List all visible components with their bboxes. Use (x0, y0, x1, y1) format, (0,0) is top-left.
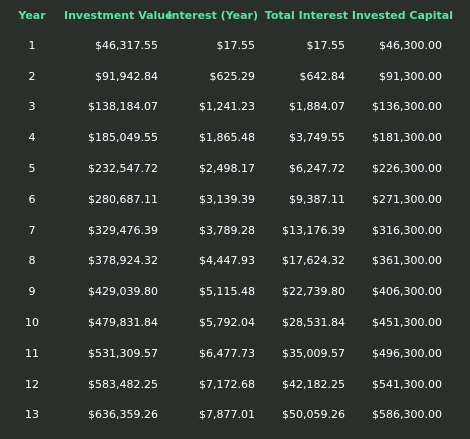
cell-invested-capital: $271,300.00 (372, 192, 442, 206)
header-year: Year (18, 8, 46, 22)
cell-investment-value: $378,924.32 (88, 254, 158, 268)
cell-total-interest: $3,749.55 (289, 131, 345, 145)
cell-total-interest: $13,176.39 (282, 223, 345, 237)
cell-invested-capital: $46,300.00 (379, 38, 442, 52)
cell-interest-year: $1,241.23 (199, 100, 255, 114)
cell-interest-year: $3,789.28 (199, 223, 255, 237)
cell-investment-value: $531,309.57 (88, 346, 158, 360)
cell-investment-value: $46,317.55 (95, 38, 158, 52)
cell-investment-value: $429,039.80 (88, 285, 158, 299)
table-row: 7 $329,476.39 $3,789.28 $13,176.39 $316,300.… (0, 215, 470, 246)
table-body: 1 $46,317.55 $17.55 $17.55 $46,300.00 2 $91,94… (0, 30, 470, 430)
cell-total-interest: $35,009.57 (282, 346, 345, 360)
cell-year: 11 (25, 346, 39, 360)
cell-year: 8 (28, 254, 36, 268)
cell-year: 12 (25, 377, 39, 391)
cell-investment-value: $583,482.25 (88, 377, 158, 391)
table-row: 5 $232,547.72 $2,498.17 $6,247.72 $226,300.0… (0, 153, 470, 184)
table-row: 2 $91,942.84 $625.29 $642.84 $91,300.00 (0, 61, 470, 92)
table-row: 3 $138,184.07 $1,241.23 $1,884.07 $136,300.0… (0, 92, 470, 123)
cell-year: 6 (28, 192, 36, 206)
cell-investment-value: $91,942.84 (95, 69, 158, 83)
cell-year: 1 (28, 38, 36, 52)
header-total-interest: Total Interest (264, 8, 348, 22)
cell-invested-capital: $541,300.00 (372, 377, 442, 391)
cell-invested-capital: $361,300.00 (372, 254, 442, 268)
header-invested-capital: Invested Capital (351, 8, 453, 22)
cell-total-interest: $42,182.25 (282, 377, 345, 391)
cell-year: 13 (25, 408, 39, 422)
header-investment-value: Investment Value (64, 8, 173, 22)
cell-investment-value: $138,184.07 (88, 100, 158, 114)
cell-year: 2 (28, 69, 36, 83)
table-row: 6 $280,687.11 $3,139.39 $9,387.11 $271,300.0… (0, 184, 470, 215)
cell-investment-value: $232,547.72 (88, 162, 158, 176)
cell-total-interest: $6,247.72 (289, 162, 345, 176)
table-row: 8 $378,924.32 $4,447.93 $17,624.32 $361,300.… (0, 246, 470, 277)
cell-total-interest: $50,059.26 (282, 408, 345, 422)
cell-invested-capital: $91,300.00 (379, 69, 442, 83)
cell-investment-value: $329,476.39 (88, 223, 158, 237)
cell-interest-year: $5,115.48 (199, 285, 255, 299)
cell-year: 3 (28, 100, 36, 114)
table-row: 10 $479,831.84 $5,792.04 $28,531.84 $451,300… (0, 307, 470, 338)
cell-invested-capital: $316,300.00 (372, 223, 442, 237)
cell-invested-capital: $451,300.00 (372, 316, 442, 330)
cell-invested-capital: $586,300.00 (372, 408, 442, 422)
cell-interest-year: $7,877.01 (199, 408, 255, 422)
cell-year: 5 (28, 162, 36, 176)
table-row: 4 $185,049.55 $1,865.48 $3,749.55 $181,300.0… (0, 122, 470, 153)
cell-total-interest: $1,884.07 (289, 100, 345, 114)
cell-year: 4 (28, 131, 36, 145)
cell-invested-capital: $226,300.00 (372, 162, 442, 176)
table-header: Year Investment Value Interest (Year) To… (0, 0, 470, 30)
cell-interest-year: $3,139.39 (199, 192, 255, 206)
cell-investment-value: $185,049.55 (88, 131, 158, 145)
cell-interest-year: $5,792.04 (199, 316, 255, 330)
cell-interest-year: $625.29 (209, 69, 256, 83)
header-interest-year: Interest (Year) (167, 8, 258, 22)
table-row: 1 $46,317.55 $17.55 $17.55 $46,300.00 (0, 30, 470, 61)
cell-interest-year: $7,172.68 (199, 377, 255, 391)
cell-invested-capital: $496,300.00 (372, 346, 442, 360)
table-row: 9 $429,039.80 $5,115.48 $22,739.80 $406,300.… (0, 276, 470, 307)
cell-investment-value: $479,831.84 (88, 316, 158, 330)
cell-total-interest: $17,624.32 (282, 254, 345, 268)
cell-invested-capital: $181,300.00 (372, 131, 442, 145)
cell-investment-value: $280,687.11 (88, 192, 158, 206)
cell-interest-year: $4,447.93 (199, 254, 255, 268)
cell-invested-capital: $406,300.00 (372, 285, 442, 299)
cell-total-interest: $642.84 (299, 69, 346, 83)
cell-total-interest: $28,531.84 (282, 316, 345, 330)
cell-year: 10 (25, 316, 39, 330)
table-row: 11 $531,309.57 $6,477.73 $35,009.57 $496,300… (0, 338, 470, 369)
table-row: 12 $583,482.25 $7,172.68 $42,182.25 $541,300… (0, 369, 470, 400)
cell-year: 7 (28, 223, 36, 237)
table-bottom-edge (0, 433, 470, 439)
cell-total-interest: $17.55 (306, 38, 346, 52)
cell-interest-year: $17.55 (216, 38, 256, 52)
cell-investment-value: $636,359.26 (88, 408, 158, 422)
cell-interest-year: $2,498.17 (199, 162, 255, 176)
cell-total-interest: $22,739.80 (282, 285, 345, 299)
cell-interest-year: $1,865.48 (199, 131, 255, 145)
table-row: 13 $636,359.26 $7,877.01 $50,059.26 $586,300… (0, 400, 470, 431)
cell-invested-capital: $136,300.00 (372, 100, 442, 114)
cell-year: 9 (28, 285, 36, 299)
cell-interest-year: $6,477.73 (199, 346, 255, 360)
cell-total-interest: $9,387.11 (289, 192, 345, 206)
